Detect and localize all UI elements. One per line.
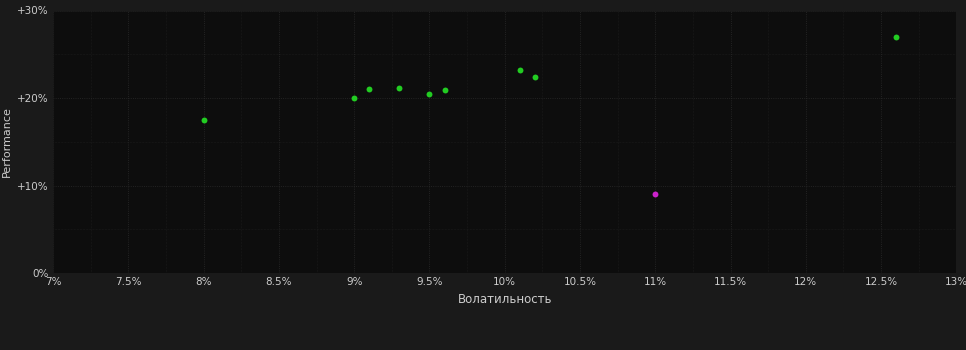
Point (391, 85, 407, 90)
Point (347, 95, 362, 101)
Point (422, 91, 438, 96)
X-axis label: Волатильность: Волатильность (458, 293, 552, 306)
Point (196, 117, 212, 123)
Point (437, 87, 452, 93)
Point (527, 74, 543, 80)
Point (889, 34, 904, 40)
Y-axis label: Performance: Performance (2, 106, 12, 177)
Point (361, 86, 377, 92)
Point (647, 191, 663, 197)
Point (512, 67, 527, 73)
